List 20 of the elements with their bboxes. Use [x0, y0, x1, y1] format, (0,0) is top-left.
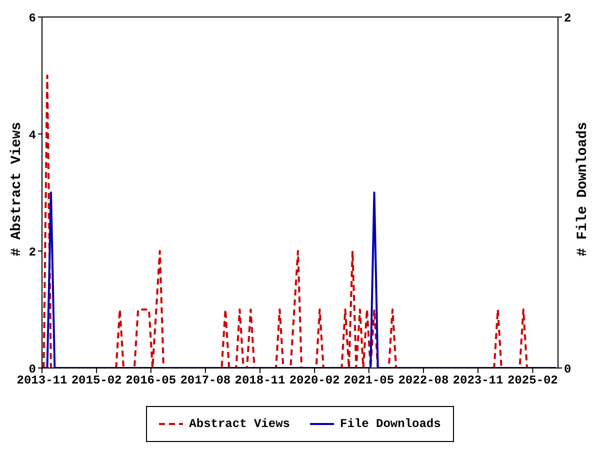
legend-label: Abstract Views: [189, 417, 290, 431]
x-tick-label: 2020-02: [289, 374, 340, 388]
x-tick-label: 2016-05: [126, 374, 176, 388]
x-tick-label: 2015-02: [71, 374, 122, 388]
y2-tick-label: 2: [564, 11, 572, 26]
x-tick-label: 2017-08: [180, 374, 231, 388]
y-tick-label: 6: [28, 11, 36, 26]
y-axis-title: # Abstract Views: [9, 122, 25, 256]
x-tick-label: 2022-08: [398, 374, 449, 388]
y-tick-label: 2: [28, 245, 36, 260]
y2-axis-title: # File Downloads: [575, 122, 591, 256]
x-tick-label: 2018-11: [234, 374, 286, 388]
x-tick-label: 2013-11: [16, 374, 68, 388]
y-tick-label: 0: [28, 362, 36, 376]
y2-tick-label: 0: [564, 362, 572, 376]
x-tick-label: 2023-11: [452, 374, 504, 388]
x-tick-label: 2021-05: [344, 374, 394, 388]
legend-label: File Downloads: [340, 417, 441, 431]
y-tick-label: 4: [28, 128, 36, 142]
x-tick-label: 2025-02: [507, 374, 558, 388]
